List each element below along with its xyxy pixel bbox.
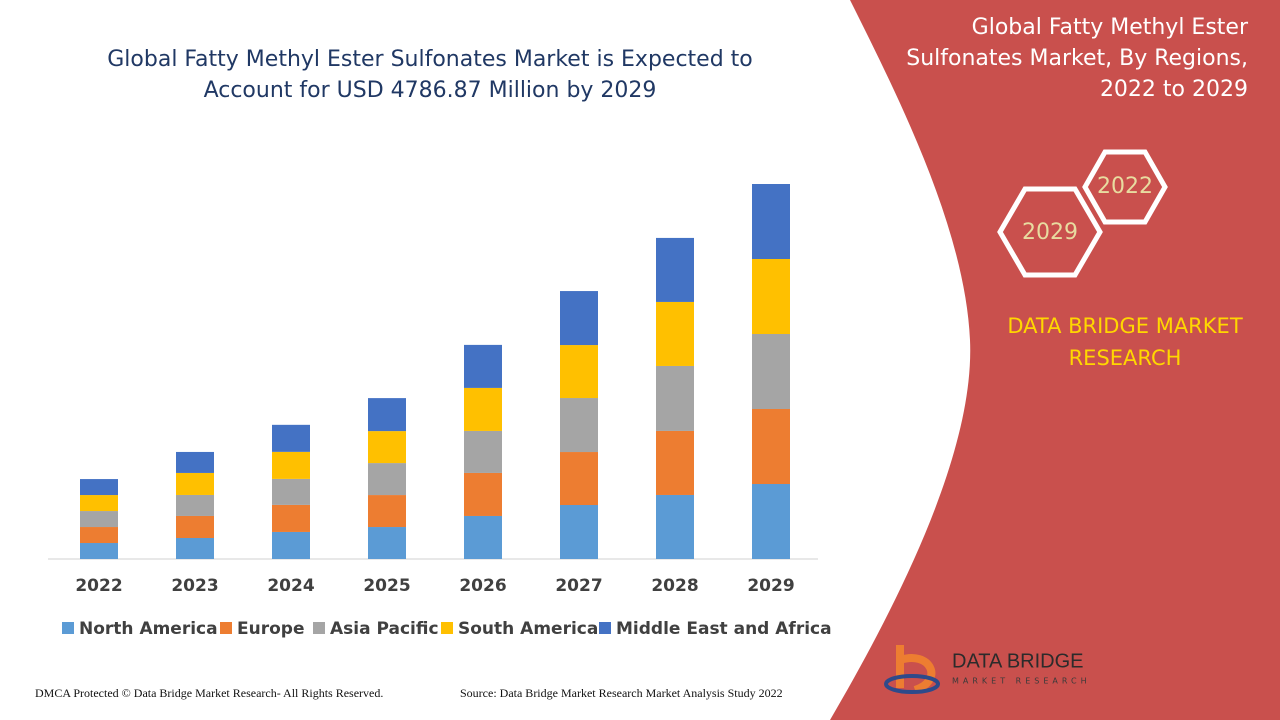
bar-segment [464, 430, 502, 473]
bar-segment [272, 504, 310, 532]
hexagon [1082, 149, 1168, 225]
bar-segment [80, 479, 118, 496]
red-panel [830, 0, 1280, 720]
bar-segment [656, 365, 694, 431]
bar-segment [752, 484, 790, 559]
bar-segment [464, 387, 502, 431]
bar-segment [272, 478, 310, 505]
bar-segment [368, 495, 406, 528]
chart-title: Global Fatty Methyl Ester Sulfonates Mar… [107, 47, 753, 103]
bar-segment [368, 398, 406, 432]
hexagon-label: 2029 [1022, 220, 1078, 245]
source: Source: Data Bridge Market Research Mark… [460, 686, 783, 700]
bar-segment [368, 463, 406, 496]
x-tick-label: 2022 [75, 576, 122, 596]
legend-label: Asia Pacific [330, 619, 439, 639]
legend-swatch [313, 622, 325, 634]
x-tick-label: 2025 [363, 576, 410, 596]
legend-label: North America [79, 619, 218, 639]
bar-segment [176, 537, 214, 559]
bar-segment [368, 431, 406, 464]
hexagon-label: 2022 [1097, 174, 1153, 199]
legend-label: South America [458, 619, 598, 639]
bar-segment [80, 527, 118, 544]
bar-segment [368, 527, 406, 559]
bar-segment [560, 505, 598, 559]
logo-name: DATA BRIDGE [952, 650, 1084, 672]
bar-segment [176, 472, 214, 495]
bar-segment [176, 451, 214, 473]
brand: DATA BRIDGE MARKET RESEARCH [1007, 314, 1243, 370]
copyright: DMCA Protected © Data Bridge Market Rese… [35, 686, 384, 700]
bar-segment [560, 291, 598, 346]
x-tick-label: 2028 [651, 576, 698, 596]
bar-segment [80, 495, 118, 512]
bar-segment [80, 543, 118, 559]
bar-segment [656, 430, 694, 495]
logo-ring [884, 674, 940, 694]
bar-segment [464, 472, 502, 516]
legend-swatch [441, 622, 453, 634]
logo-icon [884, 645, 940, 694]
bar-segment [560, 452, 598, 506]
logo-shape [896, 645, 936, 694]
bar-segment [176, 494, 214, 516]
legend-label: Middle East and Africa [616, 619, 832, 639]
hexagon [997, 186, 1103, 278]
bar-segment [752, 334, 790, 409]
bar-segment [560, 345, 598, 399]
bar-segment [656, 301, 694, 366]
bar-segment [752, 259, 790, 334]
bar-segment [656, 494, 694, 559]
bar-segment [464, 344, 502, 388]
bar-segment [464, 515, 502, 559]
bar-segment [80, 511, 118, 528]
legend-swatch [62, 622, 74, 634]
bar-segment [272, 531, 310, 559]
bar-segment [176, 515, 214, 538]
bar-segment [560, 398, 598, 453]
x-tick-label: 2024 [267, 576, 314, 596]
x-tick-label: 2026 [459, 576, 506, 596]
bar-segment [752, 184, 790, 259]
legend-swatch [599, 622, 611, 634]
bar-segment [656, 237, 694, 302]
x-tick-label: 2029 [747, 576, 794, 596]
bar-segment [752, 409, 790, 484]
logo-tagline: MARKET RESEARCH [952, 677, 1091, 686]
panel-title: Global Fatty Methyl Ester Sulfonates Mar… [906, 15, 1248, 102]
x-tick-label: 2023 [171, 576, 218, 596]
bar-segment [272, 424, 310, 452]
x-tick-label: 2027 [555, 576, 602, 596]
bar-segment [272, 451, 310, 479]
legend-label: Europe [237, 619, 304, 639]
legend-swatch [220, 622, 232, 634]
